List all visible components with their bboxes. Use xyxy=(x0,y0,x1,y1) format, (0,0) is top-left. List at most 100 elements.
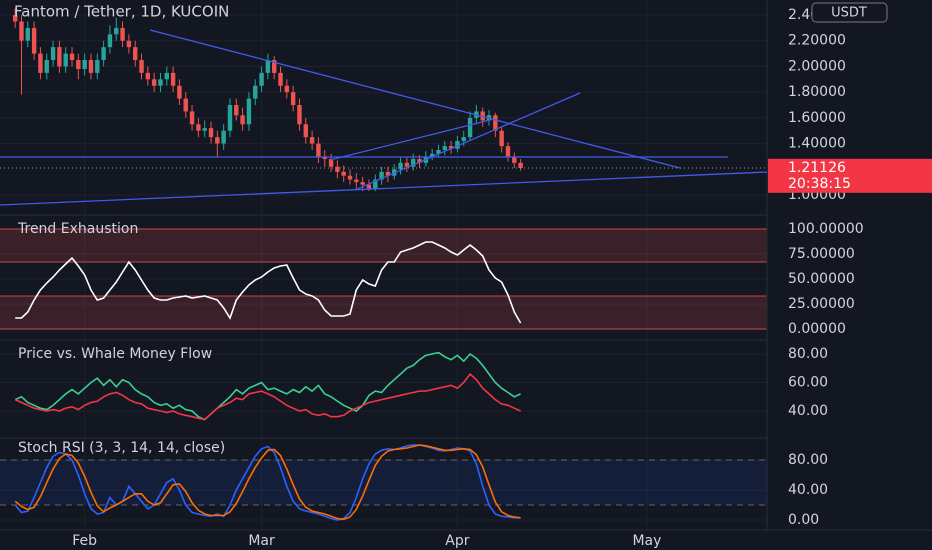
candle-body xyxy=(151,79,157,86)
y-tick-label: 50.00000 xyxy=(788,271,855,287)
candle-body xyxy=(341,171,346,176)
candle-body xyxy=(114,27,119,35)
pane-title: Stoch RSI (3, 3, 14, 14, close) xyxy=(18,440,225,456)
candle-body xyxy=(328,158,334,167)
candle-body xyxy=(480,111,485,121)
candle-body xyxy=(385,171,391,176)
candle-body xyxy=(19,21,24,41)
candle-body xyxy=(290,92,296,106)
y-tick-label: 2.20000 xyxy=(788,33,846,49)
candle-body xyxy=(518,162,523,168)
candle-body xyxy=(398,162,403,170)
candle-body xyxy=(316,143,321,157)
candle-body xyxy=(88,60,94,73)
candle-body xyxy=(455,140,460,149)
candle-body xyxy=(467,117,473,138)
candle-body xyxy=(297,105,302,125)
candle-body xyxy=(309,137,315,144)
candle-body xyxy=(253,85,258,99)
candle-body xyxy=(265,60,271,73)
candle-body xyxy=(512,156,517,163)
candle-body xyxy=(303,124,309,138)
candle-body xyxy=(366,184,372,189)
candle-body xyxy=(95,60,100,73)
candle-body xyxy=(44,60,49,73)
y-tick-label: 40.00 xyxy=(788,482,828,498)
series-line xyxy=(14,372,521,421)
candle-body xyxy=(177,85,182,99)
currency-label[interactable]: USDT xyxy=(831,6,867,21)
x-tick-label: Mar xyxy=(248,533,275,549)
candle-body xyxy=(499,130,504,147)
band xyxy=(0,460,767,506)
candle-body xyxy=(461,137,466,141)
candle-body xyxy=(31,27,37,54)
candle-body xyxy=(417,158,422,163)
candle-body xyxy=(189,111,195,125)
x-tick-label: Apr xyxy=(445,533,469,549)
trend-line xyxy=(354,92,581,191)
y-tick-label: 100.00000 xyxy=(788,221,864,237)
countdown-label: 20:38:15 xyxy=(788,176,851,192)
last-price-box xyxy=(768,158,932,193)
candle-body xyxy=(101,47,106,61)
y-tick-label: 60.00 xyxy=(788,375,828,391)
marks xyxy=(12,8,523,521)
series-line xyxy=(14,351,521,421)
pane-title: Trend Exhaustion xyxy=(17,221,138,237)
grid xyxy=(0,0,767,530)
y-tick-label: 25.00000 xyxy=(788,296,855,312)
x-tick-label: May xyxy=(632,533,661,549)
candle-body xyxy=(12,15,18,22)
y-tick-label: 80.00 xyxy=(788,452,828,468)
y-tick-label: 1.60000 xyxy=(788,110,846,126)
trend-line xyxy=(149,29,681,169)
y-tick-label: 1.80000 xyxy=(788,84,846,100)
currency-button[interactable] xyxy=(811,2,888,23)
band xyxy=(0,296,767,329)
candle-body xyxy=(57,47,62,67)
trend-line xyxy=(329,119,491,161)
candle-body xyxy=(259,72,264,86)
candle-body xyxy=(271,60,277,73)
x-tick-label: Feb xyxy=(72,533,97,549)
candle-body xyxy=(379,171,384,180)
y-tick-label: 40.00 xyxy=(788,403,828,419)
candle-body xyxy=(183,98,188,112)
candle-body xyxy=(410,158,416,167)
candle-body xyxy=(38,53,43,73)
candle-body xyxy=(505,146,511,157)
candle-body xyxy=(234,105,239,116)
candle-body xyxy=(404,162,410,167)
y-tick-label: 2.00000 xyxy=(788,58,846,74)
pane-title: Price vs. Whale Money Flow xyxy=(18,346,212,362)
candle-body xyxy=(448,146,454,149)
band xyxy=(0,229,767,262)
candle-body xyxy=(82,60,87,70)
candle-body xyxy=(354,179,359,183)
y-tick-label: 0.00000 xyxy=(788,321,846,337)
candle-body xyxy=(429,153,435,157)
drawings xyxy=(0,29,768,206)
candle-body xyxy=(164,72,170,80)
labels: Feb Mar Apr May1.000001.400001.600001.80000… xyxy=(72,7,932,549)
indicator-line xyxy=(15,241,522,324)
candle-body xyxy=(322,156,327,159)
candle-body xyxy=(442,146,447,150)
candle-body xyxy=(215,137,220,144)
candle-body xyxy=(240,115,245,125)
candle-body xyxy=(145,72,151,80)
candle-body xyxy=(436,149,441,154)
candle-body xyxy=(208,128,214,138)
candle-body xyxy=(50,47,56,61)
candle-body xyxy=(139,60,144,73)
candle-body xyxy=(360,182,365,185)
candle-body xyxy=(132,47,138,61)
candle-body xyxy=(227,105,233,131)
candle-body xyxy=(278,72,283,86)
candle-body xyxy=(25,27,31,41)
candle-body xyxy=(107,34,113,48)
candle-body xyxy=(335,166,340,172)
candle-body xyxy=(76,60,81,70)
